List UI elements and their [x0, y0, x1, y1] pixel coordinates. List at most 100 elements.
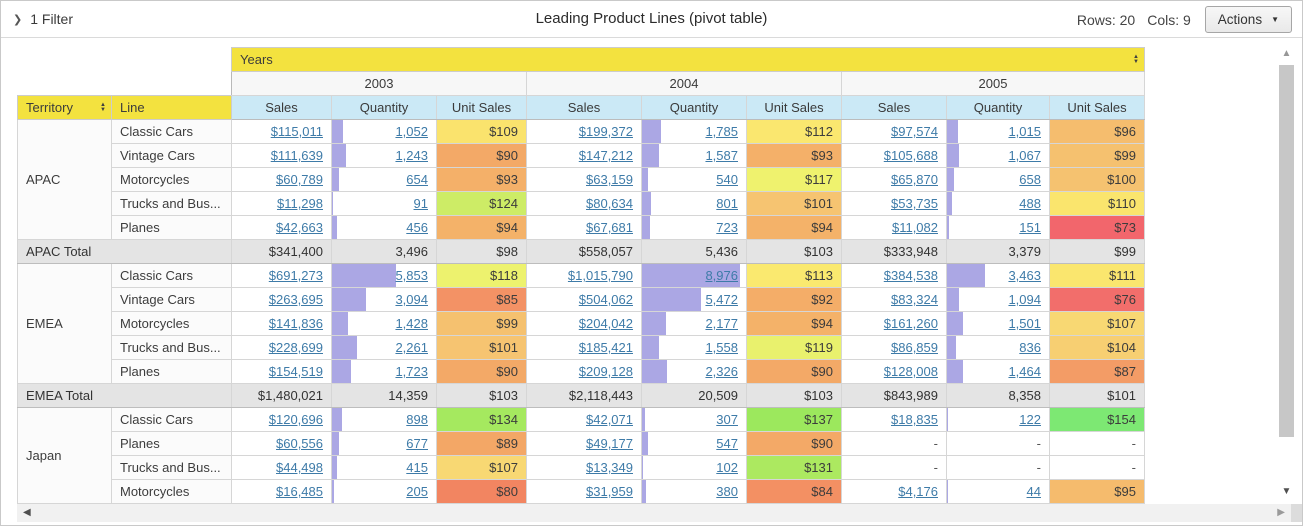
quantity-value-link[interactable]: 122: [1019, 412, 1041, 427]
quantity-value-link[interactable]: 91: [413, 196, 428, 211]
measure-header[interactable]: Unit Sales: [746, 95, 842, 120]
quantity-value-link[interactable]: 2,261: [395, 340, 428, 355]
quantity-value-link[interactable]: 5,472: [705, 292, 738, 307]
sales-value-link[interactable]: $120,696: [268, 412, 323, 427]
quantity-value-link[interactable]: 488: [1019, 196, 1041, 211]
quantity-value-link[interactable]: 102: [716, 460, 738, 475]
sales-value-link[interactable]: $147,212: [578, 148, 633, 163]
sales-value-link[interactable]: $1,015,790: [567, 268, 633, 283]
quantity-value-link[interactable]: 456: [406, 220, 428, 235]
sales-value-link[interactable]: $60,789: [276, 172, 323, 187]
quantity-value-link[interactable]: 3,094: [395, 292, 428, 307]
quantity-value-link[interactable]: 205: [406, 484, 428, 499]
quantity-value-link[interactable]: 1,723: [395, 364, 428, 379]
scroll-up-icon[interactable]: ▲: [1281, 48, 1292, 59]
sales-value-link[interactable]: $204,042: [578, 316, 633, 331]
sales-value-link[interactable]: $18,835: [891, 412, 938, 427]
quantity-value-link[interactable]: 1,243: [395, 148, 428, 163]
quantity-value-link[interactable]: 1,015: [1008, 124, 1041, 139]
sales-value-link[interactable]: $42,071: [586, 412, 633, 427]
quantity-value-link[interactable]: 1,052: [395, 124, 428, 139]
scroll-down-icon[interactable]: ▼: [1281, 486, 1292, 497]
measure-header[interactable]: Quantity: [331, 95, 437, 120]
quantity-value-link[interactable]: 677: [406, 436, 428, 451]
filter-panel-toggle[interactable]: ❯ 1 Filter: [13, 11, 73, 27]
vertical-scrollbar[interactable]: ▲ ▼: [1278, 45, 1295, 501]
measure-header[interactable]: Sales: [526, 95, 642, 120]
sales-value-link[interactable]: $115,011: [270, 124, 323, 139]
sales-value-link[interactable]: $13,349: [586, 460, 633, 475]
quantity-value-link[interactable]: 898: [406, 412, 428, 427]
sales-value-link[interactable]: $11,298: [276, 196, 323, 211]
sales-value-link[interactable]: $263,695: [268, 292, 323, 307]
quantity-value-link[interactable]: 540: [716, 172, 738, 187]
year-header[interactable]: 2003: [231, 71, 527, 96]
sales-value-link[interactable]: $384,538: [883, 268, 938, 283]
quantity-value-link[interactable]: 3,463: [1008, 268, 1041, 283]
sales-value-link[interactable]: $53,735: [891, 196, 938, 211]
row-dimension-header-territory[interactable]: Territory ▲ ▼: [17, 95, 112, 120]
year-header[interactable]: 2004: [526, 71, 842, 96]
column-dimension-header-years[interactable]: Years ▲ ▼: [231, 47, 1145, 72]
quantity-value-link[interactable]: 547: [716, 436, 738, 451]
quantity-value-link[interactable]: 836: [1019, 340, 1041, 355]
sales-value-link[interactable]: $16,485: [276, 484, 323, 499]
horizontal-scrollbar[interactable]: ◀ ▶: [17, 504, 1291, 522]
scroll-right-icon[interactable]: ▶: [1277, 507, 1285, 518]
quantity-value-link[interactable]: 1,094: [1008, 292, 1041, 307]
sales-value-link[interactable]: $80,634: [586, 196, 633, 211]
quantity-value-link[interactable]: 658: [1019, 172, 1041, 187]
sales-value-link[interactable]: $4,176: [898, 484, 938, 499]
vertical-scrollbar-thumb[interactable]: [1279, 65, 1294, 437]
measure-header[interactable]: Unit Sales: [436, 95, 527, 120]
sales-value-link[interactable]: $44,498: [276, 460, 323, 475]
quantity-value-link[interactable]: 151: [1019, 220, 1041, 235]
sales-value-link[interactable]: $63,159: [586, 172, 633, 187]
sales-value-link[interactable]: $105,688: [883, 148, 938, 163]
actions-button[interactable]: Actions ▼: [1204, 6, 1292, 33]
quantity-value-link[interactable]: 1,785: [705, 124, 738, 139]
quantity-value-link[interactable]: 801: [716, 196, 738, 211]
sales-value-link[interactable]: $185,421: [578, 340, 633, 355]
sales-value-link[interactable]: $65,870: [891, 172, 938, 187]
measure-header[interactable]: Sales: [841, 95, 947, 120]
sales-value-link[interactable]: $199,372: [578, 124, 633, 139]
sales-value-link[interactable]: $161,260: [883, 316, 938, 331]
quantity-value-link[interactable]: 2,177: [705, 316, 738, 331]
year-header[interactable]: 2005: [841, 71, 1145, 96]
quantity-value-link[interactable]: 1,558: [705, 340, 738, 355]
quantity-value-link[interactable]: 1,464: [1008, 364, 1041, 379]
sales-value-link[interactable]: $31,959: [586, 484, 633, 499]
measure-header[interactable]: Quantity: [946, 95, 1050, 120]
sales-value-link[interactable]: $83,324: [891, 292, 938, 307]
quantity-value-link[interactable]: 723: [716, 220, 738, 235]
sales-value-link[interactable]: $691,273: [268, 268, 323, 283]
sales-value-link[interactable]: $128,008: [883, 364, 938, 379]
sales-value-link[interactable]: $60,556: [276, 436, 323, 451]
quantity-value-link[interactable]: 307: [716, 412, 738, 427]
quantity-value-link[interactable]: 8,976: [705, 268, 738, 283]
sales-value-link[interactable]: $67,681: [586, 220, 633, 235]
sales-value-link[interactable]: $49,177: [586, 436, 633, 451]
sales-value-link[interactable]: $154,519: [268, 364, 323, 379]
sales-value-link[interactable]: $97,574: [891, 124, 938, 139]
quantity-value-link[interactable]: 1,428: [395, 316, 428, 331]
quantity-value-link[interactable]: 2,326: [705, 364, 738, 379]
quantity-value-link[interactable]: 44: [1026, 484, 1041, 499]
quantity-value-link[interactable]: 415: [406, 460, 428, 475]
quantity-value-link[interactable]: 5,853: [395, 268, 428, 283]
sales-value-link[interactable]: $228,699: [268, 340, 323, 355]
sales-value-link[interactable]: $86,859: [891, 340, 938, 355]
sales-value-link[interactable]: $11,082: [891, 220, 938, 235]
sales-value-link[interactable]: $141,836: [268, 316, 323, 331]
quantity-value-link[interactable]: 1,501: [1008, 316, 1041, 331]
measure-header[interactable]: Sales: [231, 95, 332, 120]
quantity-value-link[interactable]: 1,587: [705, 148, 738, 163]
measure-header[interactable]: Quantity: [641, 95, 747, 120]
row-dimension-header-line[interactable]: Line: [111, 95, 232, 120]
sales-value-link[interactable]: $42,663: [276, 220, 323, 235]
quantity-value-link[interactable]: 380: [716, 484, 738, 499]
quantity-value-link[interactable]: 654: [406, 172, 428, 187]
sales-value-link[interactable]: $209,128: [578, 364, 633, 379]
scroll-left-icon[interactable]: ◀: [23, 507, 31, 518]
